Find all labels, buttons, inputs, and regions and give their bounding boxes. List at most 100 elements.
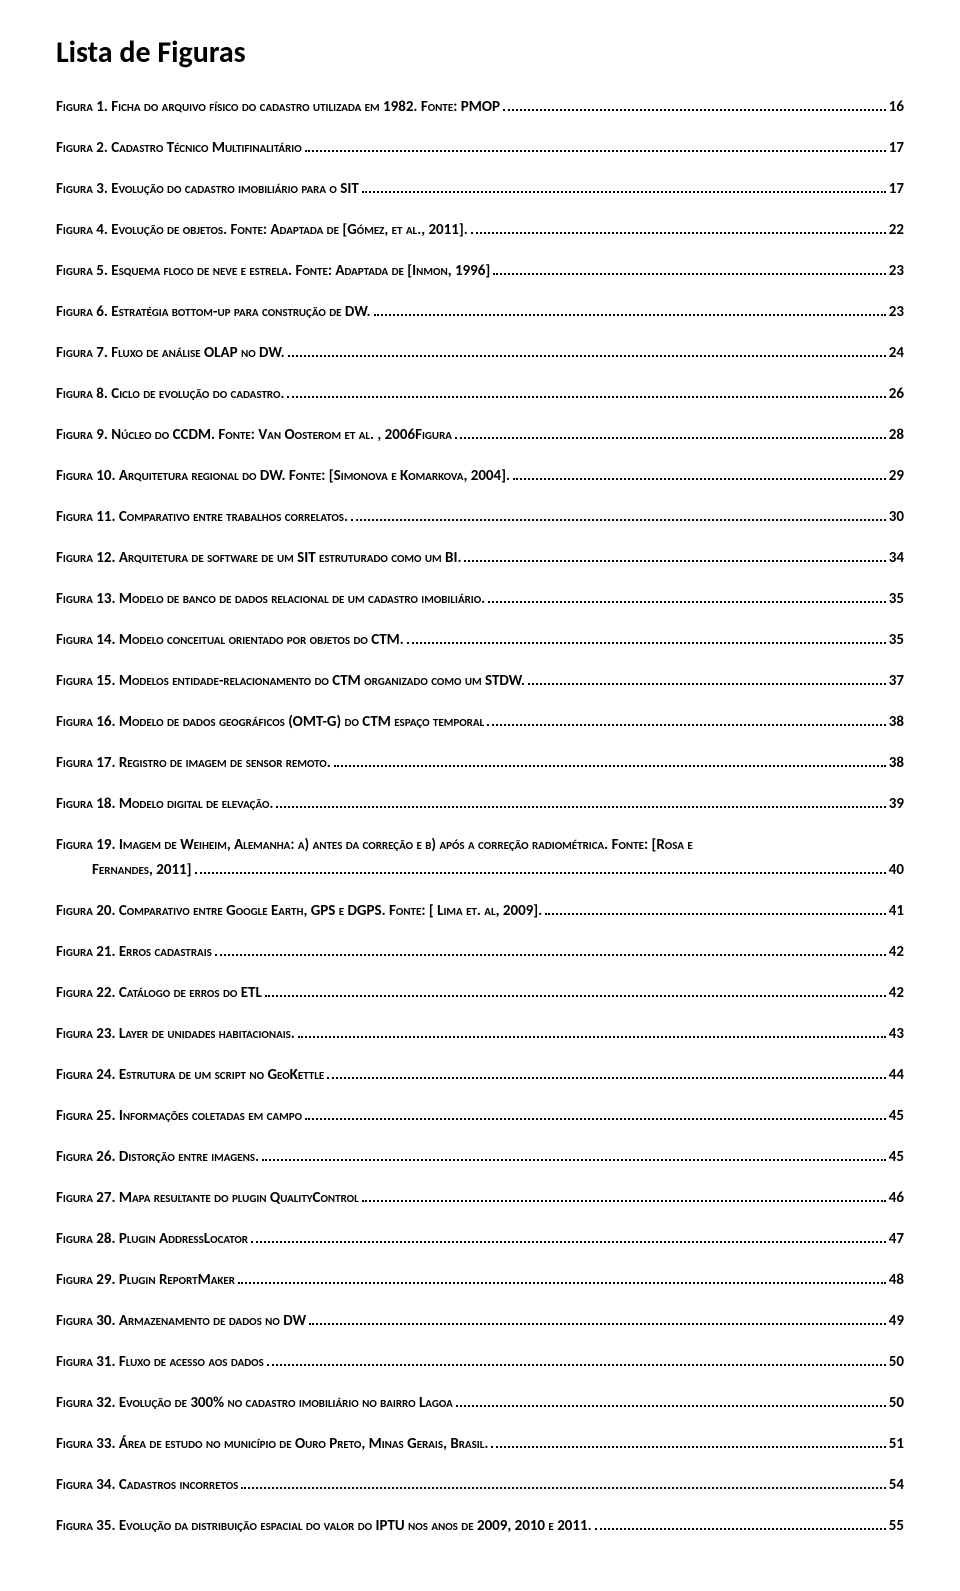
toc-label: Figura 26. Distorção entre imagens. <box>56 1147 259 1168</box>
toc-label: Figura 25. Informações coletadas em camp… <box>56 1106 302 1127</box>
toc-label: Figura 19. Imagem de Weiheim, Alemanha: … <box>56 835 846 856</box>
toc-entry: Figura 15. Modelos entidade-relacionamen… <box>56 671 904 692</box>
toc-label: Figura 11. Comparativo entre trabalhos c… <box>56 507 348 528</box>
toc-entry: Figura 2. Cadastro Técnico Multifinalitá… <box>56 138 904 159</box>
toc-label: Figura 29. Plugin ReportMaker <box>56 1270 235 1291</box>
toc-entry: Figura 25. Informações coletadas em camp… <box>56 1106 904 1127</box>
toc-entry: Figura 3. Evolução do cadastro imobiliár… <box>56 179 904 200</box>
toc-label: Figura 17. Registro de imagem de sensor … <box>56 753 331 774</box>
toc-label: Figura 13. Modelo de banco de dados rela… <box>56 589 485 610</box>
toc-label: Figura 1. Ficha do arquivo físico do cad… <box>56 97 500 118</box>
toc-label: Figura 4. Evolução de objetos. Fonte: Ad… <box>56 220 468 241</box>
toc-label-continuation: Fernandes, 2011] <box>92 860 192 881</box>
table-of-contents: Figura 1. Ficha do arquivo físico do cad… <box>56 97 904 1537</box>
page-title: Lista de Figuras <box>56 34 904 71</box>
toc-page: 45 <box>889 1147 904 1168</box>
toc-dots <box>488 590 886 604</box>
toc-dots <box>493 262 886 276</box>
toc-page: 50 <box>889 1393 904 1414</box>
toc-dots <box>545 902 886 916</box>
toc-dots <box>595 1517 886 1531</box>
toc-dots <box>305 1107 886 1121</box>
toc-dots <box>238 1271 886 1285</box>
toc-label: Figura 20. Comparativo entre Google Eart… <box>56 901 542 922</box>
toc-label: Figura 22. Catálogo de erros do ETL <box>56 983 262 1004</box>
toc-dots <box>287 385 885 399</box>
toc-page: 48 <box>889 1270 904 1291</box>
toc-label: Figura 5. Esquema floco de neve e estrel… <box>56 261 490 282</box>
toc-dots <box>362 1189 886 1203</box>
toc-label: Figura 9. Núcleo do CCDM. Fonte: Van Oos… <box>56 425 452 446</box>
toc-label: Figura 14. Modelo conceitual orientado p… <box>56 630 404 651</box>
toc-page: 55 <box>889 1516 904 1537</box>
toc-page: 23 <box>889 261 904 282</box>
toc-dots <box>276 795 885 809</box>
toc-dots <box>309 1312 886 1326</box>
toc-page: 38 <box>889 753 904 774</box>
toc-label: Figura 34. Cadastros incorretos <box>56 1475 238 1496</box>
toc-entry: Figura 18. Modelo digital de elevação. 3… <box>56 794 904 815</box>
toc-entry: Figura 30. Armazenamento de dados no DW 4… <box>56 1311 904 1332</box>
toc-dots <box>262 1148 886 1162</box>
toc-page: 17 <box>889 138 904 159</box>
toc-page: 35 <box>889 589 904 610</box>
toc-page: 22 <box>889 220 904 241</box>
toc-label: Figura 6. Estratégia bottom-up para cons… <box>56 302 371 323</box>
toc-entry: Figura 35. Evolução da distribuição espa… <box>56 1516 904 1537</box>
toc-dots <box>215 943 886 957</box>
toc-entry: Figura 23. Layer de unidades habitaciona… <box>56 1024 904 1045</box>
toc-entry: Figura 13. Modelo de banco de dados rela… <box>56 589 904 610</box>
toc-dots <box>374 303 886 317</box>
toc-label: Figura 31. Fluxo de acesso aos dados <box>56 1352 264 1373</box>
toc-label: Figura 32. Evolução de 300% no cadastro … <box>56 1393 453 1414</box>
toc-page: 40 <box>889 860 904 881</box>
toc-label: Figura 30. Armazenamento de dados no DW <box>56 1311 306 1332</box>
toc-label: Figura 7. Fluxo de análise OLAP no DW. <box>56 343 285 364</box>
toc-label: Figura 35. Evolução da distribuição espa… <box>56 1516 592 1537</box>
toc-entry: Figura 17. Registro de imagem de sensor … <box>56 753 904 774</box>
toc-page: 23 <box>889 302 904 323</box>
toc-entry: Figura 11. Comparativo entre trabalhos c… <box>56 507 904 528</box>
toc-dots <box>298 1025 886 1039</box>
toc-page: 26 <box>889 384 904 405</box>
toc-entry: Figura 32. Evolução de 300% no cadastro … <box>56 1393 904 1414</box>
toc-label: Figura 28. Plugin AddressLocator <box>56 1229 248 1250</box>
toc-page: 49 <box>889 1311 904 1332</box>
toc-entry: Figura 29. Plugin ReportMaker 48 <box>56 1270 904 1291</box>
toc-page: 39 <box>889 794 904 815</box>
toc-dots <box>241 1476 885 1490</box>
toc-page: 45 <box>889 1106 904 1127</box>
toc-dots <box>456 1394 886 1408</box>
toc-page: 30 <box>889 507 904 528</box>
toc-page: 46 <box>889 1188 904 1209</box>
toc-entry: Figura 5. Esquema floco de neve e estrel… <box>56 261 904 282</box>
toc-entry: Figura 6. Estratégia bottom-up para cons… <box>56 302 904 323</box>
toc-dots <box>265 984 886 998</box>
toc-dots <box>362 180 886 194</box>
toc-page: 34 <box>889 548 904 569</box>
toc-dots <box>195 861 886 875</box>
toc-entry: Figura 4. Evolução de objetos. Fonte: Ad… <box>56 220 904 241</box>
toc-entry: Figura 33. Área de estudo no município d… <box>56 1434 904 1455</box>
toc-label: Figura 3. Evolução do cadastro imobiliár… <box>56 179 359 200</box>
toc-entry: Figura 9. Núcleo do CCDM. Fonte: Van Oos… <box>56 425 904 446</box>
toc-label: Figura 23. Layer de unidades habitaciona… <box>56 1024 295 1045</box>
toc-dots <box>487 713 886 727</box>
toc-dots <box>491 1435 885 1449</box>
toc-page: 38 <box>889 712 904 733</box>
toc-label: Figura 24. Estrutura de um script no Geo… <box>56 1065 324 1086</box>
toc-dots <box>251 1230 886 1244</box>
toc-page: 35 <box>889 630 904 651</box>
toc-page: 43 <box>889 1024 904 1045</box>
toc-dots <box>528 672 886 686</box>
toc-page: 44 <box>889 1065 904 1086</box>
toc-label: Figura 2. Cadastro Técnico Multifinalitá… <box>56 138 302 159</box>
toc-entry: Figura 24. Estrutura de um script no Geo… <box>56 1065 904 1086</box>
toc-dots <box>455 426 886 440</box>
toc-entry: Figura 7. Fluxo de análise OLAP no DW. 2… <box>56 343 904 364</box>
toc-dots <box>305 139 886 153</box>
toc-page: 24 <box>889 343 904 364</box>
toc-label: Figura 12. Arquitetura de software de um… <box>56 548 461 569</box>
toc-entry: Figura 27. Mapa resultante do plugin Qua… <box>56 1188 904 1209</box>
toc-label: Figura 15. Modelos entidade-relacionamen… <box>56 671 525 692</box>
